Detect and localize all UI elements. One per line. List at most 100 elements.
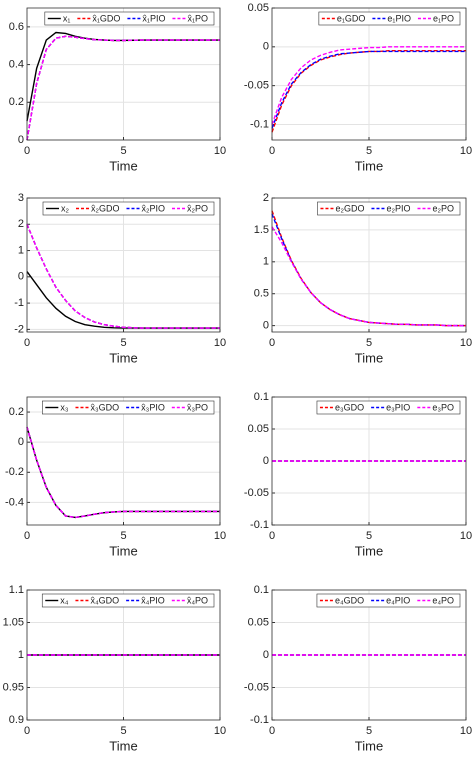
y-tick-label: -0.05 bbox=[244, 80, 269, 92]
legend: e₄GDO e₄PIO e₄PO bbox=[316, 593, 461, 608]
x-tick-label: 10 bbox=[460, 530, 472, 542]
x-tick-label: 5 bbox=[120, 145, 126, 157]
plot-frame bbox=[26, 197, 221, 333]
y-tick-label: 0 bbox=[263, 649, 269, 661]
chart: -0.1 -0.05 0 0.05 0.1 0 5 10 Time e₃GDO e₃PIO e₃PO bbox=[244, 391, 472, 559]
legend-box bbox=[318, 11, 461, 26]
x-tick-label: 5 bbox=[366, 337, 372, 349]
y-tick-label: 0.9 bbox=[9, 714, 24, 726]
x-axis-label: Time bbox=[109, 738, 137, 753]
x-tick-label: 5 bbox=[366, 145, 372, 157]
legend-label: x̂₃PIO bbox=[141, 402, 165, 412]
x-axis-label: Time bbox=[109, 158, 137, 173]
legend-label: x₃ bbox=[60, 402, 69, 412]
legend-label: e₄PO bbox=[432, 595, 454, 605]
x-axis-label: Time bbox=[355, 350, 383, 365]
y-tick-label: 0 bbox=[263, 455, 269, 467]
y-tick-label: -0.1 bbox=[250, 519, 269, 531]
plot-frame bbox=[271, 197, 467, 333]
series-line bbox=[271, 213, 466, 327]
y-tick-label: -0.05 bbox=[244, 487, 269, 499]
y-tick-label: 0 bbox=[263, 41, 269, 53]
legend-label: e₄GDO bbox=[335, 595, 364, 605]
y-tick-label: 0 bbox=[18, 134, 24, 146]
legend-label: x̂₃PO bbox=[187, 402, 208, 412]
y-tick-label: -0.1 bbox=[250, 714, 269, 726]
x-tick-label: 5 bbox=[366, 530, 372, 542]
y-tick-label: 1 bbox=[18, 649, 24, 661]
x-axis-label: Time bbox=[355, 738, 383, 753]
legend-label: e₄PIO bbox=[386, 595, 410, 605]
y-tick-label: 0 bbox=[263, 320, 269, 332]
legend: e₃GDO e₃PIO e₃PO bbox=[316, 400, 461, 415]
x-tick-label: 0 bbox=[269, 530, 275, 542]
y-tick-label: 1.1 bbox=[9, 584, 24, 596]
chart: 0.9 0.95 1 1.05 1.1 0 5 10 Time x₄ x̂₄GDO x̂₄PIO x̂₄… bbox=[3, 584, 227, 754]
x-tick-label: 0 bbox=[24, 725, 30, 737]
y-tick-label: 1 bbox=[263, 256, 269, 268]
legend: x₃ x̂₃GDO x̂₃PIO x̂₃PO bbox=[42, 400, 215, 415]
y-tick-label: -1 bbox=[14, 297, 24, 309]
x-axis-label: Time bbox=[109, 350, 137, 365]
legend-box bbox=[317, 201, 461, 216]
legend-label: x₂ bbox=[61, 203, 70, 213]
series-line bbox=[271, 50, 466, 129]
x-axis-label: Time bbox=[109, 543, 137, 558]
series-line bbox=[26, 426, 220, 519]
chart: -0.4 -0.2 0 0.2 0 5 10 Time x₃ x̂₃GDO x̂₃PIO x̂₃PO bbox=[5, 396, 226, 558]
x-tick-label: 10 bbox=[460, 725, 472, 737]
y-tick-label: 3 bbox=[18, 192, 24, 204]
legend-label: x₄ bbox=[60, 595, 69, 605]
plot-frame bbox=[26, 396, 221, 526]
legend: e₁GDO e₁PIO e₁PO bbox=[318, 11, 461, 26]
y-tick-label: 0.6 bbox=[9, 21, 24, 33]
legend-label: x̂₁GDO bbox=[92, 13, 120, 23]
legend-label: e₂PO bbox=[432, 203, 454, 213]
y-tick-label: 0.05 bbox=[248, 423, 269, 435]
legend-label: x̂₂PO bbox=[187, 203, 208, 213]
x-tick-label: 10 bbox=[214, 530, 226, 542]
legend-label: x̂₄GDO bbox=[90, 595, 119, 605]
chart: 0 0.2 0.4 0.6 0 5 10 Time x₁ x̂₁GDO x̂₁PIO x̂₁PO bbox=[9, 7, 226, 173]
legend: x₂ x̂₂GDO x̂₂PIO x̂₂PO bbox=[42, 201, 215, 216]
legend-label: e₂GDO bbox=[335, 203, 364, 213]
y-tick-label: 0.1 bbox=[254, 391, 269, 403]
x-tick-label: 10 bbox=[214, 337, 226, 349]
legend-label: x₁ bbox=[63, 13, 71, 23]
x-tick-label: 5 bbox=[366, 725, 372, 737]
x-axis-label: Time bbox=[355, 543, 383, 558]
legend-label: x̂₁PIO bbox=[142, 13, 165, 23]
y-tick-label: 0.5 bbox=[254, 288, 269, 300]
y-tick-label: 2 bbox=[18, 218, 24, 230]
y-tick-label: 0.05 bbox=[248, 2, 269, 14]
x-tick-label: 10 bbox=[214, 145, 226, 157]
legend-label: x̂₂PIO bbox=[142, 203, 166, 213]
x-tick-label: 10 bbox=[460, 337, 472, 349]
y-tick-label: 0.2 bbox=[9, 406, 24, 418]
x-tick-label: 5 bbox=[120, 337, 126, 349]
x-tick-label: 0 bbox=[269, 725, 275, 737]
y-tick-label: 1.5 bbox=[254, 224, 269, 236]
legend-box bbox=[316, 593, 461, 608]
y-tick-label: 1 bbox=[18, 244, 24, 256]
chart: -2 -1 0 1 2 3 0 5 10 Time x₂ x̂₂GDO x̂₂PIO x̂₂PO bbox=[14, 192, 226, 366]
y-tick-label: -0.4 bbox=[5, 496, 24, 508]
chart: -0.1 -0.05 0 0.05 0.1 0 5 10 Time e₄GDO e₄PIO e₄PO bbox=[244, 584, 472, 754]
legend-label: x̂₂GDO bbox=[91, 203, 120, 213]
plot-frame bbox=[271, 396, 467, 526]
chart: -0.1 -0.05 0 0.05 0 5 10 Time e₁GDO e₁PIO e₁PO bbox=[244, 2, 472, 174]
plot-frame bbox=[26, 7, 221, 141]
plot-frame bbox=[271, 7, 467, 141]
legend-label: x̂₄PO bbox=[187, 595, 208, 605]
legend-label: e₂PIO bbox=[386, 203, 410, 213]
y-tick-label: -2 bbox=[14, 323, 24, 335]
x-tick-label: 0 bbox=[24, 530, 30, 542]
x-axis-label: Time bbox=[355, 158, 383, 173]
y-tick-label: -0.2 bbox=[5, 466, 24, 478]
y-tick-label: 0.4 bbox=[9, 58, 24, 70]
legend-label: e₃PIO bbox=[386, 402, 410, 412]
x-tick-label: 0 bbox=[269, 337, 275, 349]
y-tick-label: -0.1 bbox=[250, 118, 269, 130]
legend-label: e₃PO bbox=[432, 402, 454, 412]
